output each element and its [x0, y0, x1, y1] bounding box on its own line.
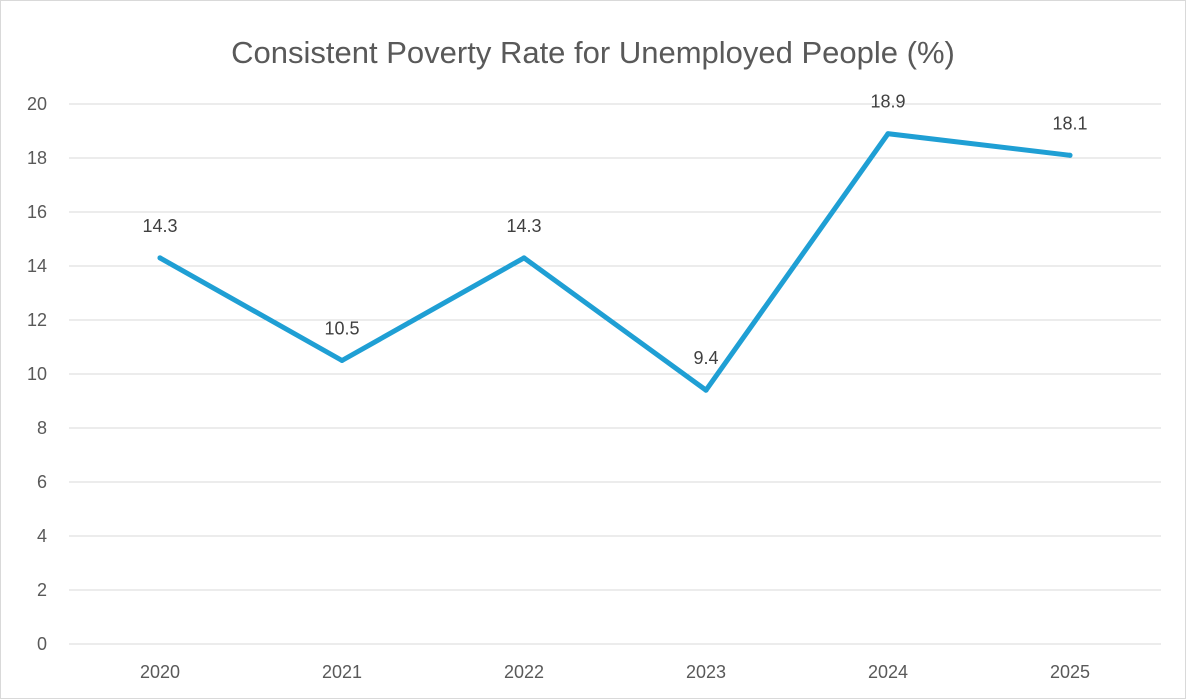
- y-tick-label: 0: [37, 634, 47, 654]
- y-tick-label: 10: [27, 364, 47, 384]
- y-tick-label: 8: [37, 418, 47, 438]
- x-tick-label: 2025: [1050, 662, 1090, 682]
- data-label: 14.3: [506, 216, 541, 236]
- data-point: [703, 387, 709, 393]
- data-labels: 14.3 10.5 14.3 9.4 18.9 18.1: [142, 92, 1087, 369]
- data-point: [885, 131, 891, 137]
- y-tick-label: 18: [27, 148, 47, 168]
- y-axis-tick-labels: 0 2 4 6 8 10 12 14 16 18 20: [27, 94, 47, 654]
- y-tick-label: 20: [27, 94, 47, 114]
- data-point: [521, 255, 527, 261]
- data-label: 14.3: [142, 216, 177, 236]
- data-point: [1067, 152, 1073, 158]
- data-label: 18.1: [1052, 113, 1087, 133]
- x-tick-label: 2023: [686, 662, 726, 682]
- y-tick-label: 2: [37, 580, 47, 600]
- y-tick-label: 12: [27, 310, 47, 330]
- y-tick-label: 4: [37, 526, 47, 546]
- y-tick-label: 16: [27, 202, 47, 222]
- x-tick-label: 2022: [504, 662, 544, 682]
- x-tick-label: 2021: [322, 662, 362, 682]
- x-tick-label: 2024: [868, 662, 908, 682]
- data-label: 10.5: [324, 319, 359, 339]
- gridlines: [69, 103, 1161, 645]
- x-axis-tick-labels: 2020 2021 2022 2023 2024 2025: [140, 662, 1090, 682]
- y-tick-label: 14: [27, 256, 47, 276]
- data-point: [157, 255, 163, 261]
- series-layer: [157, 131, 1073, 393]
- series-line: [157, 131, 1073, 393]
- data-label: 18.9: [870, 92, 905, 112]
- data-point: [339, 358, 345, 363]
- chart-title: Consistent Poverty Rate for Unemployed P…: [231, 35, 955, 70]
- x-tick-label: 2020: [140, 662, 180, 682]
- data-label: 9.4: [693, 348, 718, 368]
- y-tick-label: 6: [37, 472, 47, 492]
